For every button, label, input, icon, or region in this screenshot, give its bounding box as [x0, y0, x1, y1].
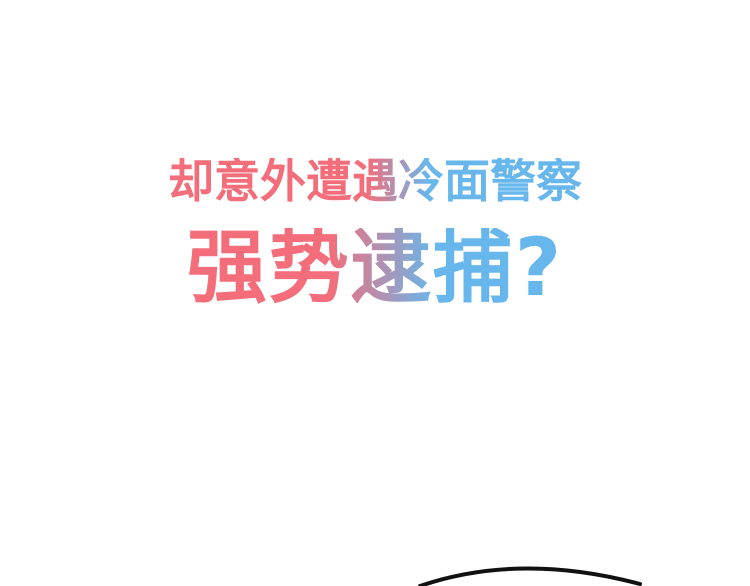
- speech-bubble-outline: [418, 566, 642, 586]
- headline-line-2: 强势逮捕?: [0, 228, 750, 308]
- headline-line-1: 却意外遭遇冷面警察: [0, 158, 750, 204]
